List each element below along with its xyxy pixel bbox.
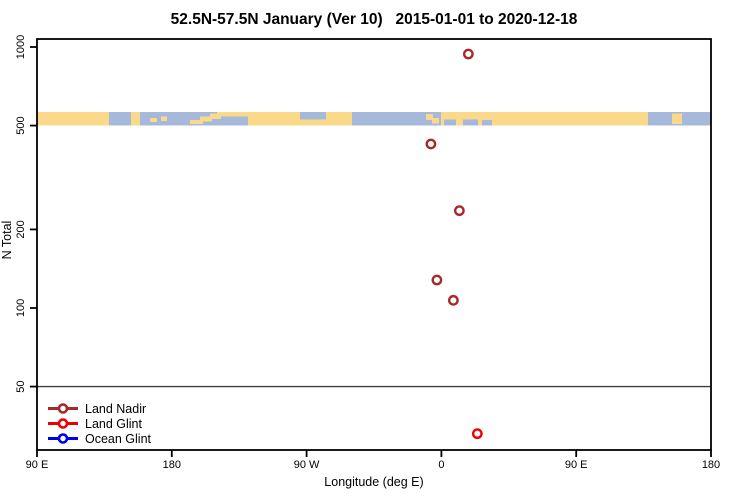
x-tick-label: 180 [702, 459, 720, 471]
data-point [462, 48, 474, 60]
map-band-land-segment [190, 120, 203, 125]
map-band-land-segment [425, 114, 434, 121]
legend-label: Land Nadir [85, 402, 146, 416]
data-point [431, 274, 443, 286]
data-point [425, 138, 437, 150]
x-tick-label: 90 E [565, 459, 588, 471]
map-band-ocean-patch [443, 119, 456, 126]
data-points-group [425, 48, 483, 440]
axes-group: 1000 500 200 100 50 90 E 180 90 W 0 90 E 180 [15, 35, 720, 471]
legend-marker-circle [57, 418, 69, 429]
y-axis-title: N Total [0, 221, 14, 260]
map-band-ocean-patch [300, 112, 327, 120]
map-band-land-segment [199, 116, 212, 122]
y-tick-label: 500 [15, 116, 27, 134]
legend: Land Nadir Land Glint Ocean Glint [48, 402, 152, 446]
legend-item-ocean-glint: Ocean Glint [48, 432, 152, 446]
plot-box [36, 38, 712, 451]
map-band-ocean-patch [481, 120, 493, 126]
map-band-land-segment [161, 116, 168, 121]
x-tick-label: 180 [163, 459, 181, 471]
map-band-ocean-patch [462, 119, 478, 126]
x-axis-title: Longitude (deg E) [324, 475, 423, 489]
y-tick-label: 50 [15, 380, 27, 392]
data-point [453, 205, 465, 217]
legend-item-land-glint: Land Glint [48, 417, 143, 431]
x-tick-label: 90 E [26, 459, 49, 471]
legend-item-land-nadir: Land Nadir [48, 402, 146, 416]
map-band-land-segment [431, 118, 440, 124]
chart-title: 52.5N-57.5N January (Ver 10) 2015-01-01 … [171, 11, 578, 28]
map-band-land-segment [209, 113, 221, 119]
data-point [447, 294, 459, 306]
legend-marker-circle [57, 403, 69, 414]
legend-label: Ocean Glint [85, 432, 152, 446]
map-band-land-segment [672, 113, 683, 125]
y-tick-label: 200 [15, 220, 27, 238]
map-band-land-segment [37, 112, 110, 126]
map-band-land-segment [440, 112, 649, 126]
map-band-land-segment [217, 112, 250, 117]
map-band-land-segment [131, 112, 141, 126]
legend-marker-circle [57, 433, 69, 444]
legend-label: Land Glint [85, 417, 143, 431]
x-tick-label: 0 [438, 459, 444, 471]
y-tick-label: 1000 [15, 35, 27, 59]
x-tick-label: 90 W [294, 459, 320, 471]
map-band-group [37, 112, 711, 126]
map-band-land-segment [149, 118, 157, 123]
data-point [471, 428, 483, 440]
y-tick-label: 100 [15, 299, 27, 317]
